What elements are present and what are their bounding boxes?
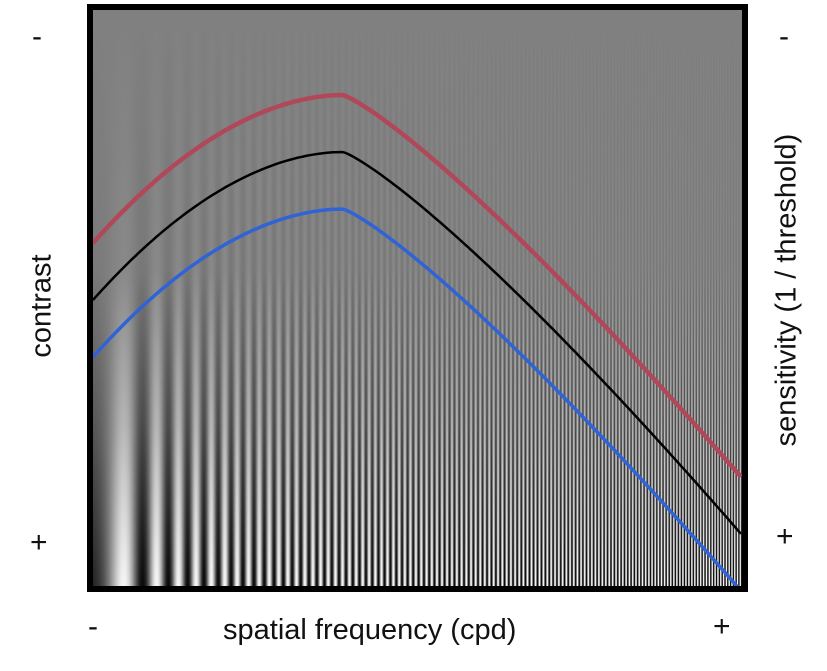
plot-area xyxy=(87,4,748,592)
frequency-high-sign: + xyxy=(713,610,731,643)
contrast-high-sign: + xyxy=(30,526,48,559)
lower-sensitivity-curve xyxy=(93,207,740,586)
contrast-fade xyxy=(93,10,742,586)
threshold-curve xyxy=(93,150,742,535)
frequency-low-sign: - xyxy=(88,610,98,643)
sensitivity-high-sign: + xyxy=(776,520,794,553)
contrast-low-sign: - xyxy=(32,20,42,53)
contrast-axis-label: contrast xyxy=(25,254,58,358)
sensitivity-axis-label: sensitivity (1 / threshold) xyxy=(770,133,803,447)
spatial-frequency-axis-label: spatial frequency (cpd) xyxy=(223,614,517,646)
sensitivity-low-sign: - xyxy=(779,20,789,53)
upper-sensitivity-curve xyxy=(93,92,742,479)
contrast-sensitivity-plot xyxy=(93,10,742,586)
